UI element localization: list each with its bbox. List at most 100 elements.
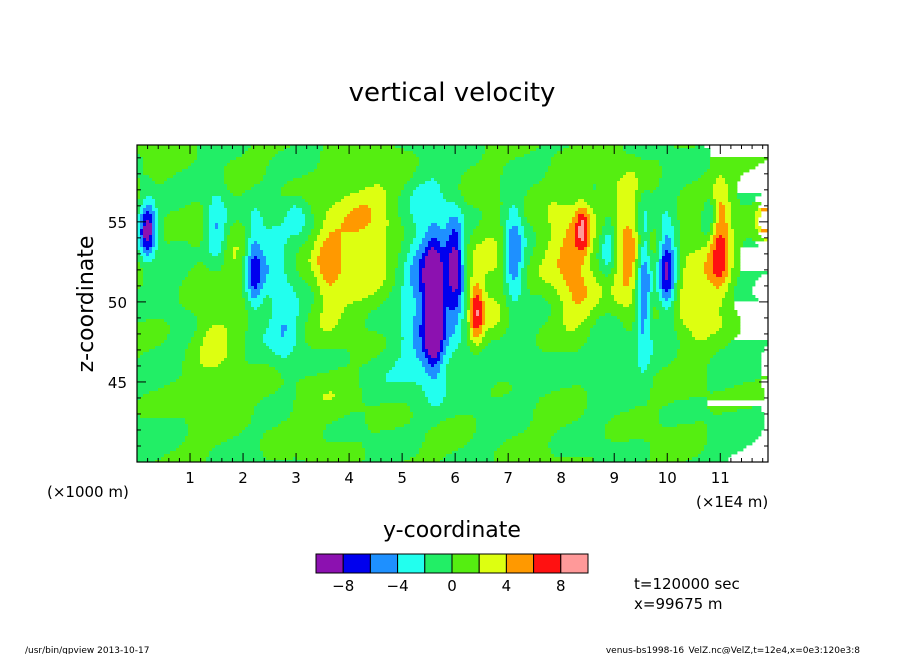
heatmap-cell bbox=[524, 199, 579, 203]
heatmap-cell bbox=[653, 376, 708, 380]
heatmap-cell bbox=[647, 367, 663, 371]
heatmap-cell bbox=[731, 208, 759, 212]
heatmap-cell bbox=[371, 430, 381, 434]
heatmap-cell bbox=[734, 256, 741, 260]
heatmap-cell bbox=[638, 250, 642, 254]
heatmap-cell bbox=[152, 214, 156, 218]
heatmap-cell bbox=[617, 268, 624, 272]
heatmap-cell bbox=[386, 241, 402, 245]
heatmap-cell bbox=[320, 313, 342, 317]
heatmap-cell bbox=[158, 244, 192, 248]
heatmap-cell bbox=[410, 196, 444, 200]
heatmap-cell bbox=[635, 268, 639, 272]
heatmap-cell bbox=[641, 238, 651, 242]
heatmap-cell bbox=[707, 436, 759, 440]
heatmap-cell bbox=[188, 343, 204, 347]
heatmap-cell bbox=[713, 232, 717, 236]
heatmap-cell bbox=[137, 295, 180, 299]
heatmap-cell bbox=[248, 277, 252, 281]
heatmap-cell bbox=[710, 250, 714, 254]
heatmap-cell bbox=[746, 238, 753, 242]
heatmap-cell bbox=[716, 223, 729, 227]
heatmap-cell bbox=[251, 421, 282, 425]
heatmap-cell bbox=[248, 322, 270, 326]
heatmap-cell bbox=[473, 340, 483, 344]
heatmap-cell bbox=[419, 247, 426, 251]
heatmap-cell bbox=[740, 202, 753, 206]
heatmap-cell bbox=[386, 262, 399, 266]
heatmap-cell bbox=[659, 268, 663, 272]
heatmap-cell bbox=[524, 205, 549, 209]
heatmap-cell bbox=[470, 322, 474, 326]
heatmap-cell bbox=[671, 220, 681, 224]
heatmap-cell bbox=[416, 304, 423, 308]
heatmap-cell bbox=[464, 313, 468, 317]
heatmap-cell bbox=[248, 241, 255, 245]
heatmap-cell bbox=[401, 241, 414, 245]
heatmap-cell bbox=[500, 181, 540, 185]
heatmap-cell bbox=[584, 277, 597, 281]
heatmap-cell bbox=[455, 229, 462, 233]
heatmap-cell bbox=[251, 217, 264, 221]
heatmap-cell bbox=[422, 346, 426, 350]
heatmap-cell bbox=[596, 184, 618, 188]
heatmap-cell bbox=[440, 187, 459, 191]
heatmap-cell bbox=[476, 244, 498, 248]
heatmap-cell bbox=[137, 409, 255, 413]
heatmap-cell bbox=[413, 262, 420, 266]
heatmap-cell bbox=[464, 445, 501, 449]
heatmap-cell bbox=[605, 235, 612, 239]
heatmap-cell bbox=[245, 298, 249, 302]
heatmap-cell bbox=[521, 238, 528, 242]
heatmap-cell bbox=[635, 190, 645, 194]
heatmap-cell bbox=[638, 325, 642, 329]
heatmap-cell bbox=[638, 352, 654, 356]
heatmap-cell bbox=[722, 304, 735, 308]
heatmap-cell bbox=[284, 184, 375, 188]
heatmap-cell bbox=[671, 274, 675, 278]
heatmap-cell bbox=[137, 301, 180, 305]
heatmap-cell bbox=[221, 268, 243, 272]
heatmap-cell bbox=[416, 301, 423, 305]
heatmap-cell bbox=[446, 382, 498, 386]
heatmap-cell bbox=[155, 460, 207, 463]
heatmap-cell bbox=[374, 184, 381, 188]
heatmap-cell bbox=[581, 238, 585, 242]
heatmap-cell bbox=[416, 253, 423, 257]
heatmap-cell bbox=[650, 235, 657, 239]
heatmap-cell bbox=[353, 301, 384, 305]
heatmap-cell bbox=[461, 340, 468, 344]
heatmap-cell bbox=[452, 451, 495, 455]
heatmap-cell bbox=[584, 343, 639, 347]
heatmap-cell bbox=[596, 220, 606, 224]
heatmap-cell bbox=[524, 226, 534, 230]
heatmap-cell bbox=[326, 238, 342, 242]
heatmap-cell bbox=[596, 235, 600, 239]
heatmap-cell bbox=[185, 355, 201, 359]
heatmap-cell bbox=[494, 298, 507, 302]
heatmap-cell bbox=[446, 328, 456, 332]
heatmap-cell bbox=[623, 256, 636, 260]
heatmap-cell bbox=[416, 454, 447, 458]
heatmap-cell bbox=[641, 313, 648, 317]
heatmap-cell bbox=[320, 325, 336, 329]
heatmap-cell bbox=[197, 328, 210, 332]
heatmap-cell bbox=[137, 241, 141, 245]
heatmap-cell bbox=[662, 253, 666, 257]
heatmap-cell bbox=[296, 325, 306, 329]
heatmap-cell bbox=[428, 361, 438, 365]
heatmap-cell bbox=[197, 151, 246, 155]
heatmap-cell bbox=[341, 235, 387, 239]
heatmap-cell bbox=[419, 277, 423, 281]
heatmap-cell bbox=[641, 277, 651, 281]
heatmap-cell bbox=[614, 274, 624, 278]
heatmap-cell bbox=[251, 262, 261, 266]
heatmap-cell bbox=[281, 187, 366, 191]
heatmap-cell bbox=[587, 400, 648, 404]
heatmap-cell bbox=[677, 265, 681, 269]
heatmap-cell bbox=[170, 451, 210, 455]
heatmap-cell bbox=[638, 262, 642, 266]
heatmap-cell bbox=[260, 274, 267, 278]
heatmap-cell bbox=[137, 253, 141, 257]
heatmap-cell bbox=[398, 214, 414, 218]
